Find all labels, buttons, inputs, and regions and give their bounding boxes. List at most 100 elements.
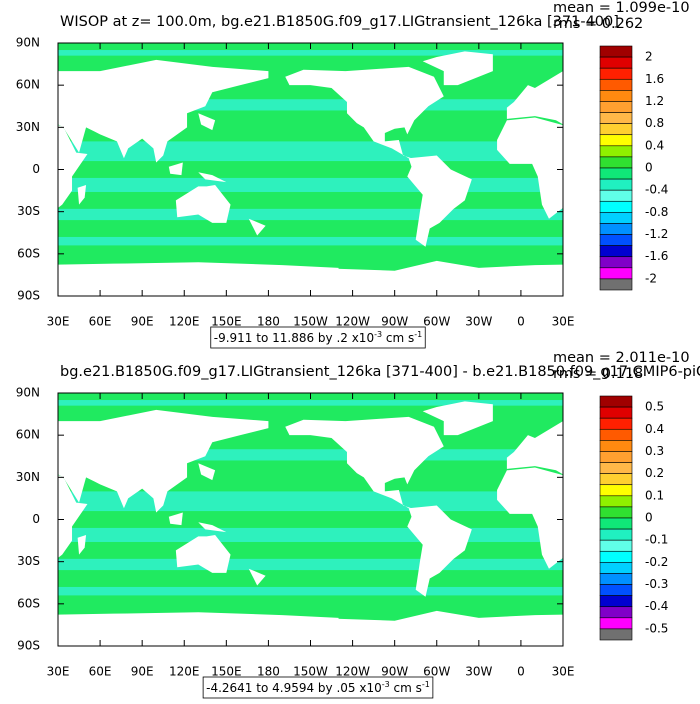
colorbar-label: 0.4 — [645, 422, 664, 436]
colorbar-box — [599, 78, 633, 91]
panel: bg.e21.B1850G.f09_g17.LIGtransient_126ka… — [0, 350, 700, 699]
lon-label: 30E — [47, 315, 70, 329]
colorbar-box — [599, 112, 633, 124]
colorbar-box — [599, 67, 633, 80]
range-note: -4.2641 to 4.9594 by .05 x10-3 cm s-1 — [206, 680, 430, 695]
lon-label: 120W — [335, 315, 370, 329]
lat-label: 90S — [17, 289, 40, 303]
colorbar-box — [599, 200, 633, 213]
lat-label: 0 — [32, 162, 40, 176]
colorbar-label: 0.3 — [645, 444, 664, 458]
lon-label: 150W — [293, 665, 328, 679]
lat-label: 30S — [17, 204, 40, 218]
colorbar-box — [599, 484, 633, 497]
lat-label: 90N — [16, 386, 40, 400]
lat-label: 30S — [17, 554, 40, 568]
colorbar-box — [599, 417, 633, 430]
lon-label: 30E — [552, 315, 575, 329]
stat: mean = 2.011e-10 — [553, 350, 690, 366]
colorbar-label: 0.1 — [645, 488, 664, 502]
lon-label: 120E — [169, 315, 200, 329]
lon-label: 120E — [169, 665, 200, 679]
lon-label: 90E — [131, 315, 154, 329]
colorbar-label: -1.2 — [645, 227, 668, 241]
colorbar-label: -0.3 — [645, 577, 668, 591]
stat: rms = 0.118 — [553, 366, 643, 382]
colorbar-box — [599, 234, 633, 246]
colorbar-box — [599, 539, 633, 552]
lon-label: 90W — [381, 315, 408, 329]
colorbar-label: -2 — [645, 271, 657, 285]
colorbar-label: -0.1 — [645, 533, 668, 547]
colorbar-label: 2 — [645, 50, 653, 64]
range-note: -9.911 to 11.886 by .2 x10-3 cm s-1 — [214, 330, 422, 345]
colorbar-box — [599, 506, 633, 519]
lon-label: 150E — [211, 315, 242, 329]
colorbar-box — [599, 256, 633, 269]
range-box — [202, 676, 434, 699]
colorbar-box — [599, 90, 633, 102]
colorbar-label: -0.2 — [645, 555, 668, 569]
lon-label: 180 — [257, 315, 280, 329]
lat-label: 30N — [16, 470, 40, 484]
colorbar-box — [599, 134, 633, 147]
panel: WISOP at z= 100.0m, bg.e21.B1850G.f09_g1… — [0, 0, 700, 349]
lat-label: 30N — [16, 120, 40, 134]
colorbar-label: 0 — [645, 161, 653, 175]
range-text: -4.2641 to 4.9594 by .05 x10 — [206, 681, 382, 695]
lon-label: 60E — [89, 315, 112, 329]
colorbar-box — [599, 406, 633, 419]
colorbar-box — [599, 101, 633, 113]
lat-label: 60N — [16, 78, 40, 92]
colorbar-box — [599, 562, 633, 574]
lon-label: 120W — [335, 665, 370, 679]
colorbar-box — [599, 267, 633, 280]
colorbar-label: -0.4 — [645, 599, 668, 613]
lat-label: 60S — [17, 246, 40, 260]
stat: rms = 0.262 — [553, 16, 643, 32]
range-exp: -3 — [374, 330, 382, 339]
range-unit-exp: -1 — [414, 330, 422, 339]
colorbar-box — [599, 550, 633, 563]
colorbar-box — [599, 628, 633, 641]
colorbar-box — [599, 189, 633, 202]
colorbar-label: -0.4 — [645, 183, 668, 197]
lat-label: 0 — [32, 512, 40, 526]
lon-label: 30W — [465, 315, 492, 329]
range-unit: cm s — [390, 681, 422, 695]
colorbar-box — [599, 451, 633, 463]
colorbar-label: 0.4 — [645, 138, 664, 152]
colorbar-label: 0 — [645, 511, 653, 525]
colorbar-box — [599, 606, 633, 619]
map — [0, 393, 700, 646]
colorbar-label: 0.2 — [645, 466, 664, 480]
lon-label: 60W — [423, 665, 450, 679]
colorbar-label: -1.6 — [645, 249, 668, 263]
lon-label: 30W — [465, 665, 492, 679]
lon-label: 60W — [423, 315, 450, 329]
stat: mean = 1.099e-10 — [553, 0, 690, 16]
colorbar-box — [599, 145, 633, 158]
colorbar-box — [599, 123, 633, 136]
colorbar-box — [599, 595, 633, 608]
colorbar-box — [599, 584, 633, 596]
range-unit: cm s — [382, 331, 414, 345]
colorbar-box — [599, 395, 633, 408]
colorbar-box — [599, 440, 633, 452]
range-box — [210, 326, 426, 349]
range-text: -9.911 to 11.886 by .2 x10 — [214, 331, 374, 345]
colorbar-box — [599, 473, 633, 486]
colorbar-box — [599, 156, 633, 169]
lon-label: 30E — [47, 665, 70, 679]
colorbar-box — [599, 212, 633, 224]
lon-label: 150W — [293, 315, 328, 329]
colorbar-label: -0.8 — [645, 205, 668, 219]
map — [0, 43, 700, 296]
colorbar-box — [599, 223, 633, 235]
colorbar-box — [599, 517, 633, 530]
panel-title: bg.e21.B1850G.f09_g17.LIGtransient_126ka… — [60, 364, 700, 380]
lat-label: 60N — [16, 428, 40, 442]
range-exp: -3 — [382, 680, 390, 689]
lon-label: 0 — [517, 315, 525, 329]
lon-label: 180 — [257, 665, 280, 679]
